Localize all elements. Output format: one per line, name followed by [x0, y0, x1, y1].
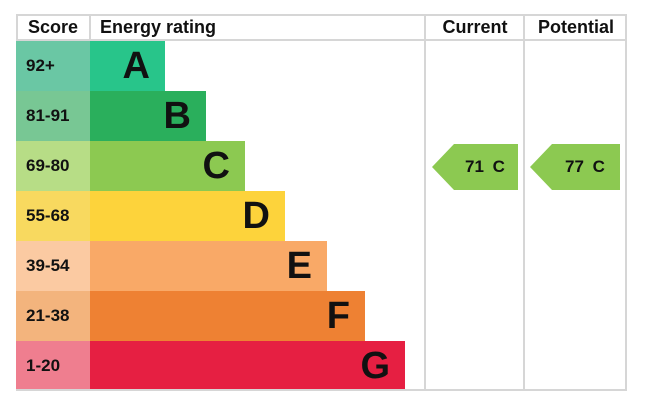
band-row-a: 92+ A — [16, 41, 627, 91]
score-range-a: 92+ — [16, 41, 90, 91]
band-bar-d: D — [90, 191, 285, 241]
header-separator-line — [16, 39, 627, 41]
table-top-border — [16, 14, 627, 16]
table-right-border — [625, 14, 627, 391]
band-row-g: 1-20 G — [16, 341, 627, 391]
score-range-b: 81-91 — [16, 91, 90, 141]
epc-rating-table: Score Energy rating Current Potential 92… — [16, 14, 627, 391]
band-bar-a: A — [90, 41, 165, 91]
score-range-g: 1-20 — [16, 341, 90, 391]
grade-letter-e: E — [286, 245, 312, 287]
band-bar-e: E — [90, 241, 327, 291]
score-range-e: 39-54 — [16, 241, 90, 291]
table-header-row: Score Energy rating Current Potential — [16, 14, 627, 41]
band-rows: 92+ A 81-91 B 69-80 C 55-68 D — [16, 41, 627, 391]
grade-letter-b: B — [163, 95, 191, 137]
band-row-f: 21-38 F — [16, 291, 627, 341]
grade-letter-g: G — [360, 345, 390, 387]
band-bar-b: B — [90, 91, 206, 141]
score-range-d: 55-68 — [16, 191, 90, 241]
grade-letter-a: A — [122, 45, 150, 87]
grade-letter-c: C — [202, 145, 230, 187]
score-range-c: 69-80 — [16, 141, 90, 191]
column-header-score: Score — [27, 17, 79, 37]
column-header-potential: Potential — [537, 17, 614, 37]
current-column-divider — [424, 14, 426, 391]
header-left-border — [16, 14, 18, 41]
potential-rating-label: 77 C — [565, 157, 605, 176]
potential-column-divider — [523, 14, 525, 391]
potential-rating-arrow: 77 C — [530, 144, 620, 190]
band-row-d: 55-68 D — [16, 191, 627, 241]
band-row-b: 81-91 B — [16, 91, 627, 141]
current-rating-label: 71 C — [465, 157, 505, 176]
band-bar-g: G — [90, 341, 405, 391]
band-bar-c: C — [90, 141, 245, 191]
grade-letter-f: F — [326, 295, 350, 337]
table-bottom-border — [16, 389, 627, 391]
column-header-current: Current — [442, 17, 508, 37]
band-row-c: 69-80 C — [16, 141, 627, 191]
band-row-e: 39-54 E — [16, 241, 627, 291]
column-header-energy-rating: Energy rating — [100, 17, 217, 37]
band-bar-f: F — [90, 291, 365, 341]
score-column-divider — [89, 14, 91, 41]
score-range-f: 21-38 — [16, 291, 90, 341]
grade-letter-d: D — [242, 195, 270, 237]
